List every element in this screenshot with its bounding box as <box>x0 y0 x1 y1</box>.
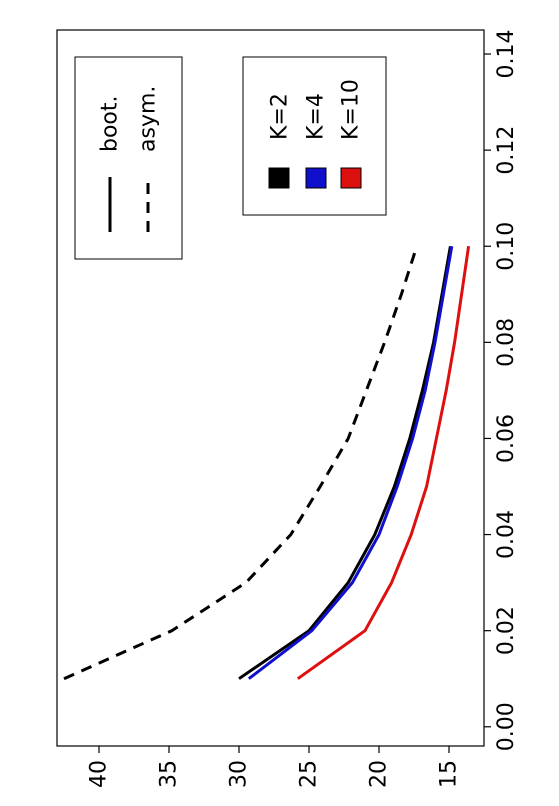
legend-k2-label: K=2 <box>268 93 293 140</box>
y-tick-label: 15 <box>437 760 462 788</box>
legend-line-type: boot. asym. <box>74 56 183 260</box>
y-tick-label: 40 <box>87 760 112 788</box>
legend-k4-label: K=4 <box>304 93 329 140</box>
y-tick-label: 35 <box>157 760 182 788</box>
series-line-bootstrap-k4 <box>247 245 454 680</box>
x-tick-label: 0.04 <box>494 510 519 559</box>
y-tick-label: 30 <box>227 760 252 788</box>
x-tick-label: 0.00 <box>494 702 519 751</box>
plot-frame <box>56 29 485 747</box>
legend-k10-label: K=10 <box>339 79 364 140</box>
x-tick-label: 0.14 <box>494 30 519 79</box>
legend-k10-swatch <box>340 167 362 189</box>
y-tick-label: 20 <box>367 760 392 788</box>
legend-boot-label: boot. <box>98 95 123 152</box>
legend-k4-swatch <box>305 167 327 189</box>
x-tick-label: 0.02 <box>494 606 519 655</box>
series-line-bootstrap-k10 <box>296 245 471 680</box>
legend-k-box <box>242 56 387 216</box>
x-tick-label: 0.08 <box>494 318 519 367</box>
legend-k2-swatch <box>268 167 290 189</box>
series-layer <box>63 245 471 681</box>
legend-asym-label: asym. <box>136 86 161 152</box>
x-tick-label: 0.12 <box>494 126 519 175</box>
x-tick-label: 0.06 <box>494 414 519 463</box>
legend-line-type-box <box>74 56 183 260</box>
y-tick-label: 25 <box>297 760 322 788</box>
x-tick-label: 0.10 <box>494 222 519 271</box>
axis-ticks: 0.00 0.02 0.04 0.06 0.08 0.10 0.12 0.14 15 20 25 30… <box>87 30 520 788</box>
series-line-asymptotic <box>63 245 419 681</box>
legend-k: K=2 K=4 K=10 <box>242 56 387 216</box>
